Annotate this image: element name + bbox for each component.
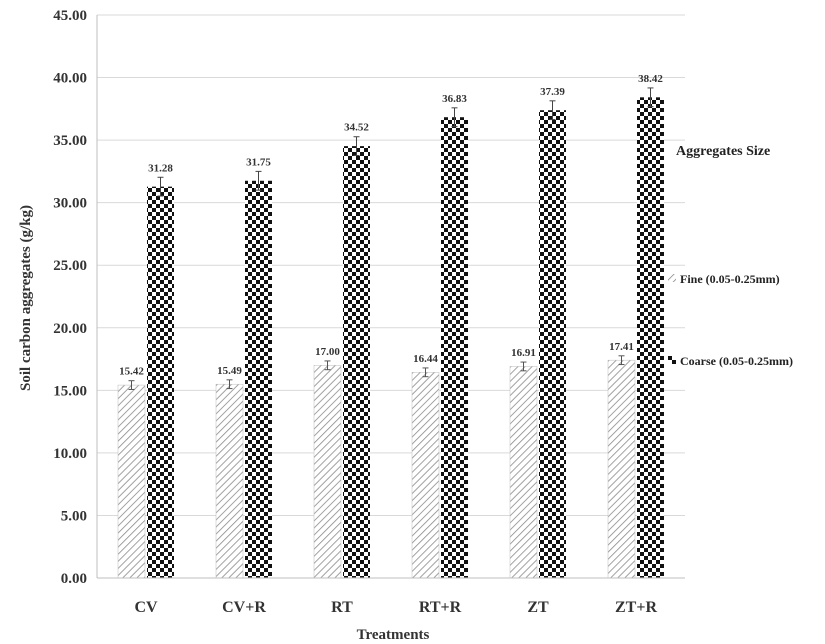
x-axis-title: Treatments [357,627,430,643]
data-label-coarse: 34.52 [344,122,369,134]
legend: Aggregates Size Fine (0.05-0.25mm) Coars… [668,144,793,368]
y-tick-label: 25.00 [53,258,87,274]
x-category-label: CV+R [222,599,266,616]
x-axis-categories: CV CV+R RT RT+R ZT ZT+R [134,599,657,616]
legend-swatch-fine [668,274,676,282]
legend-label-fine: Fine (0.05-0.25mm) [680,272,780,286]
x-category-label: ZT [527,599,549,616]
data-label-coarse: 38.42 [638,73,663,85]
bar-coarse [343,146,370,578]
y-tick-label: 35.00 [53,133,87,149]
bar-fine [215,383,244,579]
y-tick-label: 10.00 [53,446,87,462]
y-tick-label: 0.00 [61,571,87,587]
gridlines [97,14,685,516]
bars [117,87,664,579]
data-labels: 15.42 31.28 15.49 31.75 17.00 34.52 16.44 36.83… [119,73,663,378]
y-axis-title: Soil carbon aggregates (g/kg) [18,205,34,391]
bar-coarse [539,110,566,578]
data-label-fine: 17.00 [315,346,340,358]
legend-label-coarse: Coarse (0.05-0.25mm) [680,354,793,368]
bar-fine [607,359,636,579]
bar-fine [509,366,538,579]
bar-coarse [245,180,272,578]
x-category-label: ZT+R [615,599,657,616]
legend-swatch-coarse [668,356,676,364]
bar-coarse [441,117,468,579]
x-category-label: RT [331,599,353,616]
bar-coarse [637,97,664,578]
data-label-fine: 17.41 [609,341,634,353]
data-label-coarse: 31.28 [148,162,173,174]
data-label-coarse: 36.83 [442,93,467,105]
bar-coarse [147,186,174,578]
x-category-label: RT+R [419,599,462,616]
data-label-fine: 16.44 [413,353,438,365]
y-tick-label: 30.00 [53,196,87,212]
legend-title: Aggregates Size [676,144,770,159]
data-label-fine: 16.91 [511,347,536,359]
bar-fine [411,372,440,579]
y-tick-label: 15.00 [53,383,87,399]
y-tick-label: 45.00 [53,8,87,24]
data-label-coarse: 31.75 [246,156,271,168]
bar-fine [313,365,342,579]
y-axis-ticks: 0.00 5.00 10.00 15.00 20.00 25.00 30.00 35.00 40… [53,8,87,587]
data-label-fine: 15.42 [119,366,144,378]
data-label-coarse: 37.39 [540,86,565,98]
x-category-label: CV [134,599,158,616]
y-tick-label: 20.00 [53,321,87,337]
data-label-fine: 15.49 [217,365,242,377]
bar-fine [117,384,146,579]
y-tick-label: 40.00 [53,71,87,87]
y-tick-label: 5.00 [61,508,87,524]
